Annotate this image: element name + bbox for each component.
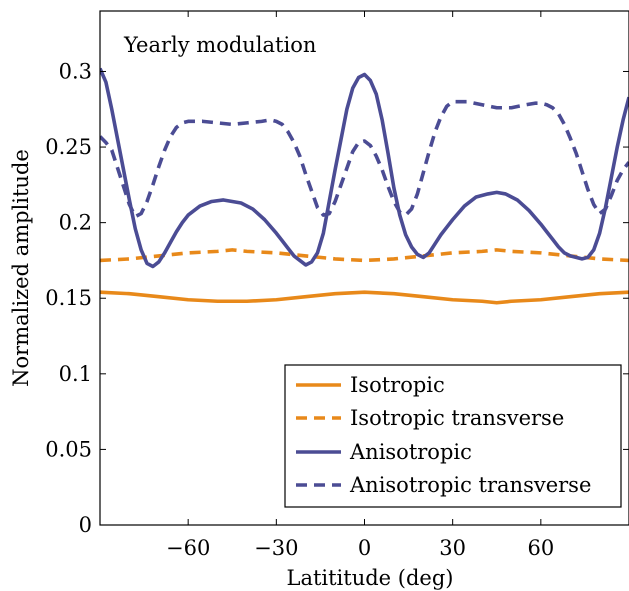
y-tick-label: 0.05 bbox=[45, 437, 92, 461]
x-axis-label: Latititude (deg) bbox=[287, 566, 454, 590]
y-tick-label: 0.1 bbox=[59, 362, 92, 386]
plot-frame bbox=[99, 10, 629, 526]
legend-label-anisotropic: Anisotropic bbox=[349, 440, 472, 464]
legend: Isotropic Isotropic transverse Anisotrop… bbox=[284, 364, 622, 508]
ticks-layer: −60 −30 0 30 60 0 0.05 0.1 0.15 0.2 0.25 0.3 bbox=[45, 11, 629, 560]
y-axis-label: Normalized amplitude bbox=[9, 149, 33, 387]
legend-label-anisotropic-transverse: Anisotropic transverse bbox=[349, 473, 591, 497]
legend-label-isotropic: Isotropic bbox=[350, 373, 445, 397]
x-tick-label: 30 bbox=[439, 536, 466, 560]
chart-annotation: Yearly modulation bbox=[123, 33, 316, 57]
series-layer bbox=[100, 67, 629, 305]
x-tick-label: 0 bbox=[358, 536, 371, 560]
y-tick-label: 0.2 bbox=[59, 211, 92, 235]
y-tick-label: 0.15 bbox=[45, 286, 92, 310]
y-tick-label: 0.3 bbox=[59, 59, 92, 83]
y-tick-label: 0.25 bbox=[45, 135, 92, 159]
series-line-anisotropic-transverse bbox=[100, 99, 629, 219]
x-tick-label: −30 bbox=[254, 536, 298, 560]
x-tick-label: 60 bbox=[527, 536, 554, 560]
y-tick-label: 0 bbox=[79, 513, 92, 537]
series-line-anisotropic bbox=[100, 67, 629, 269]
legend-label-isotropic-transverse: Isotropic transverse bbox=[350, 406, 564, 430]
series-line-isotropic-transverse bbox=[100, 248, 629, 263]
x-tick-label: −60 bbox=[166, 536, 210, 560]
series-line-isotropic bbox=[100, 290, 629, 305]
